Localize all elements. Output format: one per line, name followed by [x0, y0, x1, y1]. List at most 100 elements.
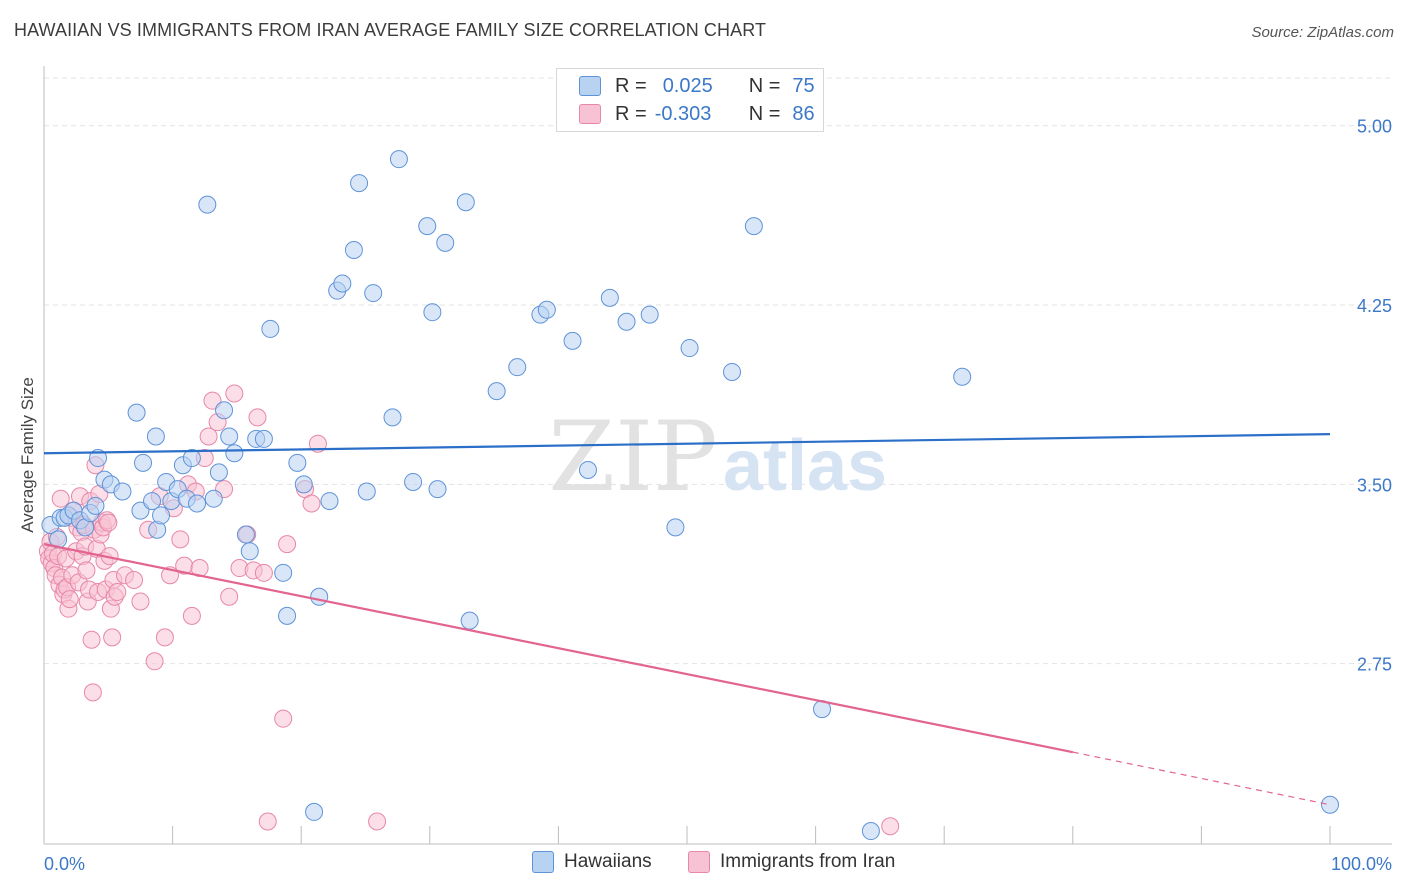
point-hawaiians: [617, 312, 636, 331]
point-hawaiians: [563, 331, 582, 350]
point-hawaiians: [310, 587, 329, 606]
trend-line-hawaiians: [43, 433, 1331, 455]
legend-item-iran: Immigrants from Iran: [688, 851, 895, 873]
trend-line-iran: [43, 543, 1074, 754]
point-hawaiians: [240, 542, 259, 561]
tick-labels: 2.75 3.50 4.25 5.00 0.0% 100.0% Average Family…: [18, 117, 1392, 874]
legend-n-value: 75: [792, 74, 815, 97]
point-iran: [145, 652, 164, 671]
point-iran: [254, 563, 273, 582]
chart-title: HAWAIIAN VS IMMIGRANTS FROM IRAN AVERAGE…: [14, 20, 767, 40]
point-hawaiians: [127, 403, 146, 422]
legend-n-label: N =: [748, 74, 781, 97]
y-tick-label: 2.75: [1357, 655, 1392, 675]
series-iran-points: [38, 384, 900, 836]
watermark-zip: ZIP: [548, 401, 717, 513]
point-hawaiians: [86, 496, 105, 515]
point-hawaiians: [680, 339, 699, 358]
point-hawaiians: [383, 408, 402, 427]
point-iran: [108, 582, 127, 601]
point-hawaiians: [861, 822, 880, 841]
legend-row-iran: R = -0.303 N = 86: [579, 101, 815, 127]
point-hawaiians: [204, 489, 223, 508]
point-iran: [302, 494, 321, 513]
point-hawaiians: [418, 217, 437, 236]
point-hawaiians: [578, 461, 597, 479]
point-hawaiians: [134, 453, 153, 472]
trend-lines: [43, 433, 1331, 806]
point-iran: [220, 587, 239, 606]
watermark-atlas: atlas: [723, 426, 887, 506]
legend-swatch-pink: [579, 104, 601, 124]
legend-r-label: R =: [615, 74, 647, 97]
point-hawaiians: [953, 367, 972, 386]
point-hawaiians: [146, 427, 165, 446]
point-iran: [131, 592, 150, 611]
point-hawaiians: [305, 802, 324, 821]
point-iran: [155, 628, 174, 647]
point-hawaiians: [357, 482, 376, 501]
point-hawaiians: [225, 444, 244, 463]
point-hawaiians: [487, 382, 506, 401]
point-iran: [171, 530, 190, 549]
legend-swatch-blue: [579, 76, 601, 96]
legend-label-iran: Immigrants from Iran: [720, 851, 896, 872]
point-hawaiians: [220, 427, 239, 446]
legend-item-hawaiians: Hawaiians: [532, 851, 652, 873]
point-hawaiians: [209, 463, 228, 482]
y-tick-label: 4.25: [1357, 296, 1392, 316]
point-hawaiians: [294, 475, 313, 494]
point-hawaiians: [143, 492, 162, 511]
point-iran: [103, 628, 122, 647]
point-iran: [99, 513, 118, 532]
point-hawaiians: [389, 150, 408, 169]
legend-label-hawaiians: Hawaiians: [564, 851, 652, 872]
point-iran: [274, 709, 293, 728]
point-hawaiians: [274, 563, 293, 582]
point-hawaiians: [320, 492, 339, 511]
point-hawaiians: [254, 429, 273, 448]
point-hawaiians: [89, 449, 108, 468]
point-hawaiians: [428, 480, 447, 499]
point-hawaiians: [537, 300, 556, 319]
point-hawaiians: [188, 494, 207, 513]
point-hawaiians: [131, 501, 150, 520]
point-hawaiians: [640, 305, 659, 324]
point-iran: [258, 812, 277, 831]
point-iran: [125, 570, 144, 589]
point-iran: [51, 489, 70, 508]
x-tick-label: 100.0%: [1331, 854, 1392, 874]
point-hawaiians: [215, 401, 234, 420]
point-iran: [308, 434, 327, 453]
legend-n-label: N =: [748, 102, 781, 125]
point-iran: [82, 630, 101, 649]
y-tick-label: 3.50: [1357, 475, 1392, 495]
point-hawaiians: [236, 525, 255, 544]
point-hawaiians: [460, 611, 479, 630]
point-iran: [881, 817, 900, 836]
axes: [43, 66, 1392, 845]
legend-n-value: 86: [792, 102, 815, 125]
point-hawaiians: [600, 288, 619, 307]
point-hawaiians: [152, 506, 171, 525]
point-hawaiians: [113, 482, 132, 501]
point-hawaiians: [261, 319, 280, 338]
legend-r-label: R =: [615, 102, 647, 125]
watermark: ZIP atlas: [548, 401, 887, 513]
point-hawaiians: [436, 233, 455, 252]
point-iran: [182, 606, 201, 625]
point-iran: [203, 391, 222, 410]
point-hawaiians: [350, 174, 369, 193]
y-tick-label: 5.00: [1357, 117, 1392, 137]
legend-row-hawaiians: R = 0.025 N = 75: [579, 73, 815, 99]
legend-r-value: -0.303: [654, 102, 712, 125]
point-hawaiians: [744, 217, 763, 236]
point-hawaiians: [288, 453, 307, 472]
point-hawaiians: [1321, 795, 1339, 814]
point-hawaiians: [723, 362, 742, 381]
y-axis-title: Average Family Size: [18, 377, 37, 533]
legend-r-value: 0.025: [662, 74, 713, 97]
source-label: Source: ZipAtlas.com: [1251, 24, 1394, 41]
point-iran: [278, 535, 297, 554]
